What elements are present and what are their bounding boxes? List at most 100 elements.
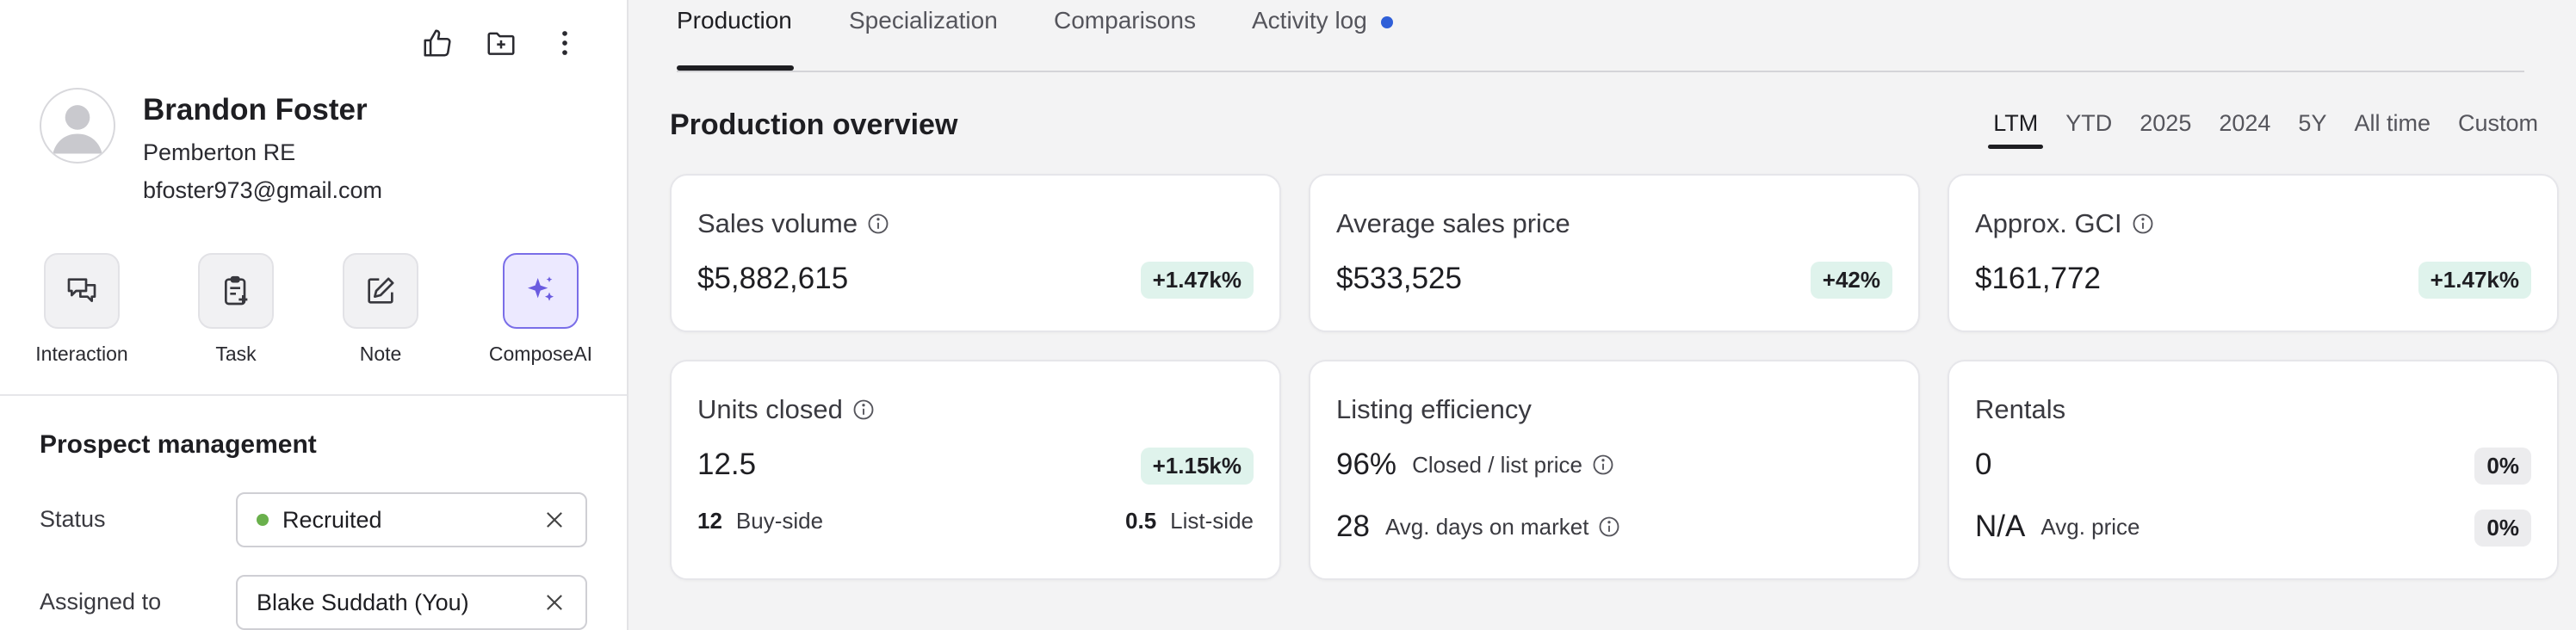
avg-days-on-market-label: Avg. days on market [1384,513,1589,540]
tab-comparisons[interactable]: Comparisons [1054,7,1196,34]
production-overview-title: Production overview [670,108,958,141]
info-icon[interactable] [866,212,890,236]
tab-comparisons-label: Comparisons [1054,7,1196,34]
sales-volume-change: +1.47k% [1140,262,1254,299]
task-button[interactable]: Task [176,253,296,366]
sparkle-icon [503,253,579,329]
sales-volume-title-text: Sales volume [697,208,858,238]
rentals-title: Rentals [1975,394,2065,425]
period-5y[interactable]: 5Y [2298,110,2327,136]
info-icon[interactable] [1591,453,1615,477]
note-button[interactable]: Note [320,253,441,366]
rentals-title-text: Rentals [1975,394,2066,424]
prospect-management-title: Prospect management [40,430,317,459]
avg-days-on-market: 28 Avg. days on market [1336,510,1621,544]
list-side-value: 0.5 [1125,508,1157,534]
rentals-card: Rentals 0 0% N/A Avg. price 0% [1947,360,2559,580]
listing-efficiency-card: Listing efficiency 96% Closed / list pri… [1309,360,1920,580]
clipboard-add-icon [198,253,274,329]
composeai-label: ComposeAI [488,343,593,365]
thumbs-up-icon[interactable] [418,24,456,62]
tab-production[interactable]: Production [677,7,792,34]
tab-bar: Production Specialization Comparisons Ac… [677,0,2524,72]
tab-specialization[interactable]: Specialization [849,7,998,34]
rentals-avg-price: N/A Avg. price [1975,510,2140,544]
rentals-change: 0% [2474,448,2531,485]
contact-company: Pemberton RE [143,139,296,165]
average-sales-price-title: Average sales price [1336,208,1570,239]
edit-note-icon [343,253,418,329]
info-icon[interactable] [1597,515,1621,539]
buy-side: 12 Buy-side [697,508,823,534]
tab-production-label: Production [677,7,792,34]
average-sales-price-change: +42% [1810,262,1892,299]
sales-volume-value: $5,882,615 [697,262,849,295]
average-sales-price-value: $533,525 [1336,262,1462,295]
average-sales-price-title-text: Average sales price [1336,208,1570,238]
sales-volume-card: Sales volume $5,882,615 +1.47k% [670,174,1281,332]
clear-assignee-icon[interactable] [542,590,567,615]
chat-bubbles-icon [44,253,120,329]
approx-gci-value: $161,772 [1975,262,2101,295]
rentals-avg-price-change: 0% [2474,510,2531,547]
period-2024[interactable]: 2024 [2219,110,2271,136]
contact-toolbar [418,24,584,62]
rentals-avg-price-value: N/A [1975,510,2026,543]
units-closed-card: Units closed 12.5 +1.15k% 12 Buy-side 0.… [670,360,1281,580]
tab-activity-log-label: Activity log [1252,7,1367,34]
composeai-button[interactable]: ComposeAI [480,253,601,366]
period-ytd[interactable]: YTD [2065,110,2113,136]
units-closed-title: Units closed [697,394,876,425]
clear-status-icon[interactable] [542,508,567,532]
status-dot [257,514,269,526]
interaction-label: Interaction [35,343,128,365]
units-closed-title-text: Units closed [697,394,843,424]
listing-efficiency-title: Listing efficiency [1336,394,1532,425]
info-icon[interactable] [851,398,876,422]
buy-side-value: 12 [697,508,722,534]
list-side: 0.5 List-side [1125,508,1254,534]
period-selector: LTM YTD 2025 2024 5Y All time Custom [1979,110,2552,149]
listing-efficiency-title-text: Listing efficiency [1336,394,1532,424]
active-tab-indicator [677,65,794,71]
units-closed-change: +1.15k% [1140,448,1254,485]
period-all-time[interactable]: All time [2354,110,2430,136]
avg-days-on-market-value: 28 [1336,510,1370,543]
tab-activity-log[interactable]: Activity log [1252,7,1393,34]
buy-side-label: Buy-side [735,508,824,534]
avatar [40,88,115,164]
contact-panel: Brandon Foster Pemberton RE bfoster973@g… [0,0,629,630]
rentals-value: 0 [1975,448,1992,481]
contact-email[interactable]: bfoster973@gmail.com [143,177,383,203]
assigned-to-value: Blake Suddath (You) [257,589,469,615]
folder-add-icon[interactable] [482,24,520,62]
approx-gci-title: Approx. GCI [1975,208,2155,239]
info-icon[interactable] [2131,212,2155,236]
contact-name: Brandon Foster [143,93,368,127]
tab-specialization-label: Specialization [849,7,998,34]
rentals-avg-price-label: Avg. price [2040,513,2140,540]
list-side-label: List-side [1170,508,1254,534]
period-ltm[interactable]: LTM [1979,110,2052,149]
closed-list-price-label: Closed / list price [1412,451,1583,478]
status-select[interactable]: Recruited [236,492,587,547]
more-vertical-icon[interactable] [546,24,584,62]
sales-volume-title: Sales volume [697,208,890,239]
period-2025[interactable]: 2025 [2139,110,2192,136]
closed-list-price-value: 96% [1336,448,1397,481]
closed-list-price: 96% Closed / list price [1336,448,1615,482]
task-label: Task [215,343,257,365]
unread-badge [1380,15,1393,28]
assigned-to-select[interactable]: Blake Suddath (You) [236,575,587,630]
status-value: Recruited [282,506,382,533]
assigned-to-label: Assigned to [40,589,162,615]
units-closed-value: 12.5 [697,448,757,481]
divider [0,394,627,396]
approx-gci-title-text: Approx. GCI [1975,208,2122,238]
interaction-button[interactable]: Interaction [22,253,142,366]
period-custom[interactable]: Custom [2457,110,2538,136]
approx-gci-change: +1.47k% [2418,262,2531,299]
approx-gci-card: Approx. GCI $161,772 +1.47k% [1947,174,2559,332]
status-label: Status [40,506,106,532]
average-sales-price-card: Average sales price $533,525 +42% [1309,174,1920,332]
